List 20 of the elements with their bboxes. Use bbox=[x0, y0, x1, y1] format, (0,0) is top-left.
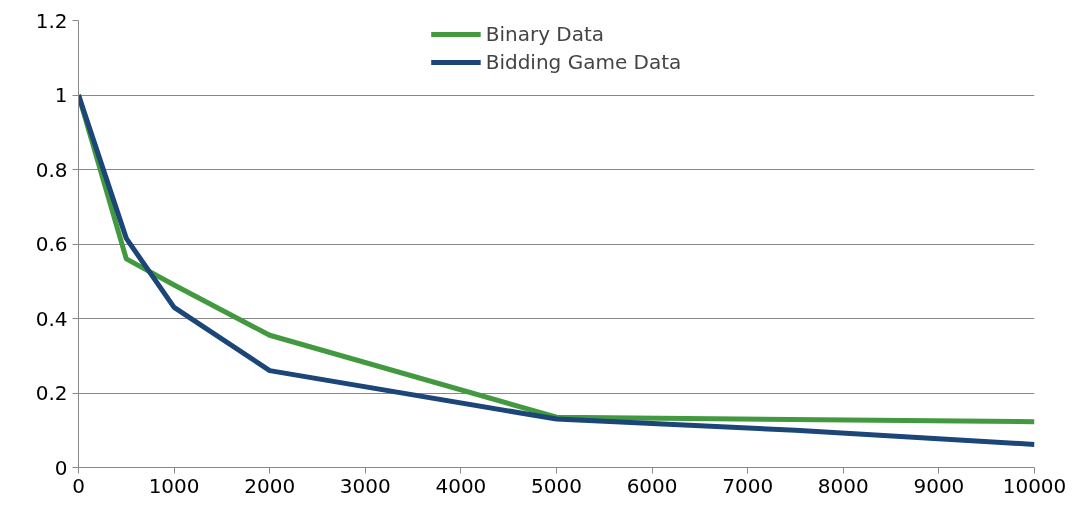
y-tick-label: 0 bbox=[54, 455, 68, 480]
x-tick-label: 2000 bbox=[244, 473, 296, 498]
x-tick-label: 5000 bbox=[531, 473, 582, 498]
y-tick-label: 0.4 bbox=[35, 306, 68, 331]
y-tick-label: 0.2 bbox=[35, 381, 68, 405]
x-tick-label: 7000 bbox=[722, 473, 774, 498]
x-tick-label: 0 bbox=[72, 473, 85, 498]
legend-label: Bidding Game Data bbox=[485, 50, 682, 74]
x-tick-label: 6000 bbox=[626, 473, 678, 498]
y-tick-label: 1.2 bbox=[35, 8, 68, 33]
y-tick-label: 1 bbox=[54, 83, 68, 107]
x-tick-label: 8000 bbox=[817, 473, 869, 498]
x-tick-label: 3000 bbox=[339, 473, 391, 498]
x-tick-label: 1000 bbox=[148, 473, 200, 498]
x-tick-label: 9000 bbox=[913, 473, 965, 498]
x-tick-label: 4000 bbox=[435, 473, 487, 498]
legend-label: Binary Data bbox=[485, 22, 605, 46]
x-tick-label: 10000 bbox=[1002, 473, 1067, 498]
y-tick-label: 0.8 bbox=[35, 157, 68, 182]
y-tick-label: 0.6 bbox=[35, 232, 68, 256]
